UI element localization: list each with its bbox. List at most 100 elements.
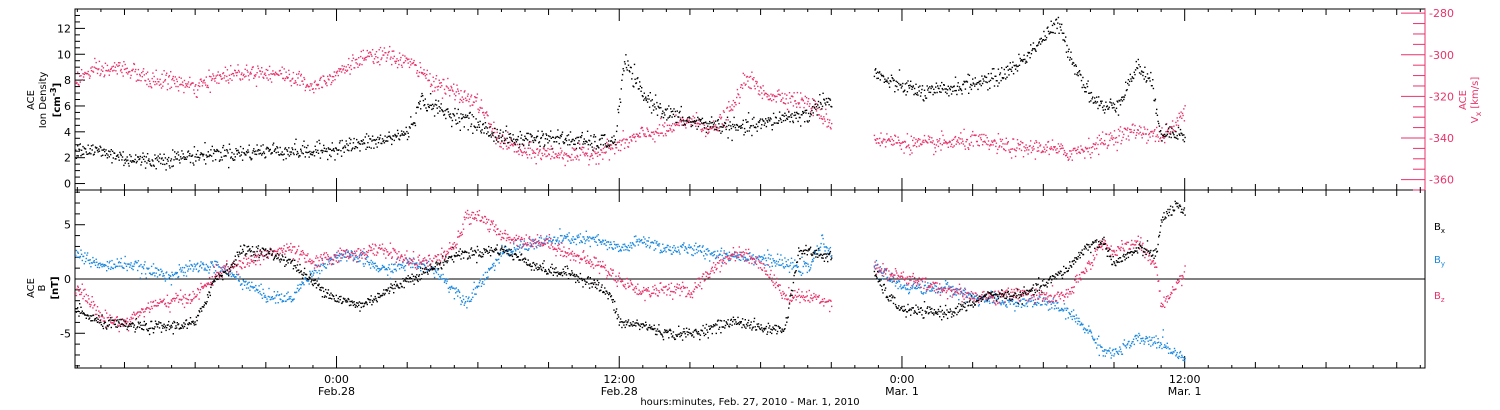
data-point: [513, 143, 515, 145]
data-point: [1143, 126, 1145, 128]
data-point: [220, 75, 222, 78]
data-point: [270, 296, 273, 299]
data-point: [171, 165, 173, 168]
data-point: [466, 307, 468, 309]
data-point: [289, 151, 291, 153]
data-point: [602, 147, 605, 150]
data-point: [287, 76, 289, 79]
data-point: [951, 289, 953, 291]
data-point: [900, 83, 902, 86]
data-point: [606, 141, 608, 144]
data-point: [478, 111, 480, 114]
data-point: [336, 251, 338, 254]
data-point: [243, 73, 245, 76]
data-point: [97, 68, 99, 71]
data-point: [339, 253, 341, 255]
data-point: [422, 73, 425, 76]
data-point: [565, 153, 568, 155]
data-point: [1012, 138, 1015, 140]
data-point: [257, 65, 259, 67]
data-point: [532, 238, 534, 241]
data-point: [815, 108, 817, 110]
data-point: [590, 142, 593, 145]
data-point: [1045, 36, 1048, 39]
data-point: [409, 61, 411, 63]
data-point: [104, 62, 107, 64]
data-point: [196, 96, 198, 98]
x-tick-date: Mar. 1: [885, 385, 919, 398]
data-point: [362, 143, 364, 145]
data-point: [579, 154, 582, 156]
data-point: [344, 69, 347, 71]
data-point: [731, 139, 733, 142]
data-point: [486, 133, 488, 135]
data-point: [374, 53, 376, 55]
data-point: [667, 117, 669, 119]
data-point: [712, 124, 715, 126]
data-point: [144, 80, 147, 82]
data-point: [1133, 129, 1135, 131]
data-point: [75, 249, 78, 252]
data-point: [823, 118, 826, 120]
data-point: [565, 139, 568, 142]
data-point: [1112, 137, 1114, 139]
data-point: [177, 276, 179, 279]
data-point: [170, 86, 173, 88]
data-point: [521, 154, 523, 157]
data-point: [796, 91, 799, 94]
data-point: [507, 249, 509, 251]
data-point: [1068, 48, 1070, 50]
data-point: [694, 122, 696, 125]
data-point: [77, 83, 79, 86]
data-point: [498, 262, 500, 264]
x-tick-label: 12:00: [603, 373, 635, 386]
data-point: [206, 265, 209, 267]
data-point: [327, 259, 330, 261]
data-point: [205, 163, 207, 165]
data-point: [909, 84, 911, 86]
data-point: [473, 281, 475, 284]
data-point: [198, 82, 200, 84]
data-point: [93, 153, 95, 155]
data-point: [718, 116, 721, 118]
data-point: [156, 267, 158, 269]
data-point: [478, 282, 481, 284]
data-point: [598, 147, 600, 149]
data-point: [825, 108, 827, 111]
data-point: [515, 250, 517, 252]
data-point: [301, 281, 303, 283]
data-point: [212, 265, 215, 268]
data-point: [642, 95, 644, 98]
data-point: [141, 161, 143, 163]
data-point: [573, 148, 575, 150]
data-point: [622, 130, 624, 132]
data-point: [1068, 158, 1070, 160]
data-point: [1175, 124, 1178, 126]
data-point: [1032, 145, 1035, 148]
data-point: [542, 147, 545, 149]
data-point: [374, 262, 376, 264]
data-point: [142, 152, 144, 154]
data-point: [433, 272, 435, 275]
data-point: [898, 280, 901, 283]
data-point: [1019, 143, 1021, 146]
data-point: [606, 138, 609, 140]
data-point: [1179, 115, 1182, 117]
data-point: [515, 139, 517, 141]
data-point: [494, 265, 496, 267]
data-point: [1030, 140, 1032, 142]
data-point: [267, 147, 269, 150]
data-point: [501, 244, 503, 247]
data-point: [910, 85, 912, 88]
data-point: [383, 266, 386, 269]
data-point: [1090, 100, 1092, 102]
data-point: [168, 165, 171, 167]
data-point: [1159, 138, 1161, 140]
data-point: [252, 66, 254, 68]
data-point: [208, 155, 210, 158]
data-point: [189, 260, 191, 262]
data-point: [1006, 65, 1009, 67]
data-point: [611, 136, 613, 139]
data-point: [429, 73, 431, 75]
data-point: [955, 143, 957, 145]
